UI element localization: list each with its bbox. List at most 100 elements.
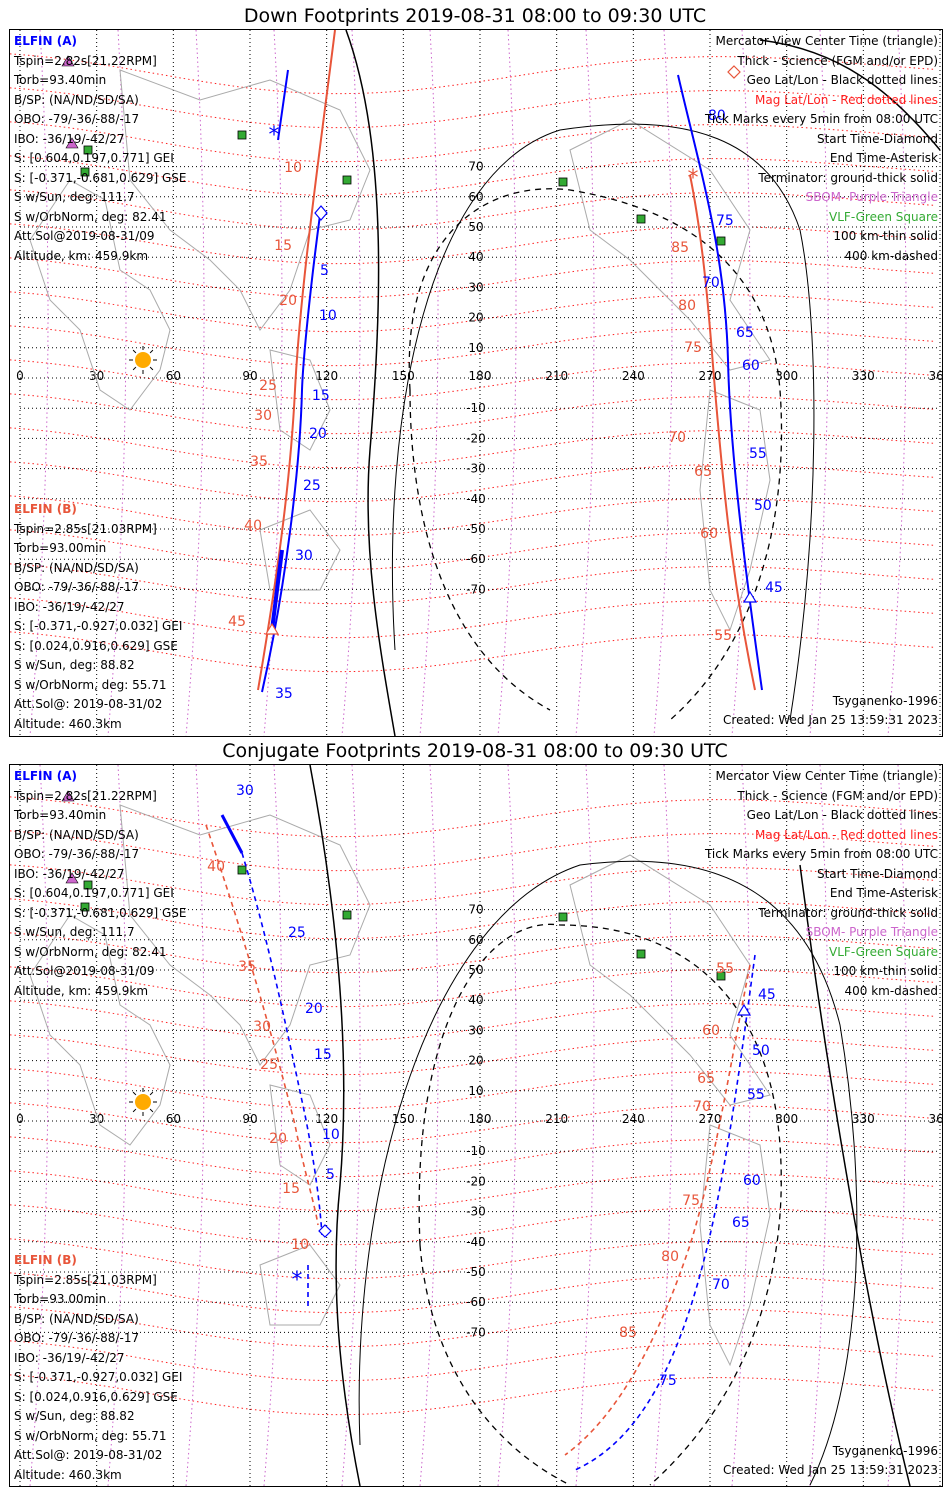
coastline xyxy=(29,179,171,411)
elfin-a-track xyxy=(277,69,289,141)
info-line: Torb=93.00min xyxy=(14,541,107,555)
altitude-100km-line xyxy=(358,860,858,1486)
elfin-b-tick-label: 35 xyxy=(250,454,268,470)
elfin-b-tick-label: 80 xyxy=(678,298,696,314)
legend-entry: 100 km-thin solid xyxy=(833,229,938,243)
info-line: S w/Sun, deg: 111.7 xyxy=(14,925,135,939)
elfin-b-tick-label: 60 xyxy=(702,1023,720,1039)
elfin-b-tick-label: 55 xyxy=(714,628,732,644)
elfin-a-header: ELFIN (A) xyxy=(14,34,77,48)
legend-entry: VLF-Green Square xyxy=(829,209,938,224)
mag-lon-line xyxy=(497,30,517,736)
legend-entry: Tick Marks every 5min from 08:00 UTC xyxy=(704,112,938,126)
elfin-a-tick-label: 65 xyxy=(736,325,754,341)
mag-lon-line xyxy=(887,30,907,736)
vlf-station-square xyxy=(636,214,646,224)
mag-lat-line xyxy=(10,529,935,571)
coastline xyxy=(699,389,771,632)
end-asterisk-icon: * xyxy=(688,166,699,191)
elfin-a-header: ELFIN (A) xyxy=(14,769,77,783)
elfin-a-tick-label: 35 xyxy=(275,686,293,702)
elfin-b-tick-label: 65 xyxy=(697,1071,715,1087)
lat-tick-label: 40 xyxy=(468,250,483,264)
mag-lat-line xyxy=(10,898,935,940)
info-line: Torb=93.40min xyxy=(14,808,107,822)
elfin-a-science-segment xyxy=(270,549,284,631)
start-diamond-icon xyxy=(727,65,741,79)
lon-tick-label: 150 xyxy=(392,369,415,383)
elfin-a-tick-label: 45 xyxy=(758,987,776,1003)
elfin-a-tick-label: 25 xyxy=(303,478,321,494)
elfin-a-tick-label: 5 xyxy=(320,263,329,279)
vlf-station-square xyxy=(342,175,352,185)
legend-entry: Geo Lat/Lon - Black dotted lines xyxy=(746,73,938,87)
info-line: Torb=93.40min xyxy=(14,73,107,87)
mag-lat-line xyxy=(10,563,935,605)
elfin-b-track xyxy=(564,964,751,1456)
mag-lat-line xyxy=(10,1170,935,1212)
elfin-b-tick-label: 60 xyxy=(700,526,718,542)
legend-entry: VLF-Green Square xyxy=(829,944,938,959)
elfin-b-tick-label: 70 xyxy=(693,1099,711,1115)
lat-tick-label: -40 xyxy=(466,1235,486,1249)
info-line: Att.Sol@2019-08-31/09 xyxy=(14,964,155,978)
map-panel-down: 0 30 60 90 120 150 180 210 240 270 300 330 360 70 60 50… xyxy=(9,29,943,737)
elfin-b-track xyxy=(689,174,756,691)
elfin-b-tick-label: 85 xyxy=(619,1325,637,1341)
lon-tick-label: 270 xyxy=(699,369,722,383)
legend-entry: End Time-Asterisk xyxy=(829,151,938,165)
elfin-a-tick-label: 20 xyxy=(305,1001,323,1017)
model-label: Tsyganenko-1996 xyxy=(832,1444,938,1458)
elfin-b-tick-label: 70 xyxy=(668,430,686,446)
mag-lat-line xyxy=(10,597,935,639)
mag-lon-line xyxy=(575,30,595,736)
elfin-b-tick-label: 75 xyxy=(682,1193,700,1209)
vlf-station-square xyxy=(716,971,726,981)
mag-lat-line xyxy=(10,1340,935,1382)
lat-tick-label: 20 xyxy=(468,311,483,325)
lat-tick-label: 40 xyxy=(468,993,483,1007)
lat-tick-label: 70 xyxy=(468,160,483,174)
lat-tick-label: 10 xyxy=(468,341,483,355)
coastline xyxy=(569,854,771,1106)
info-line: Att.Sol@2019-08-31/09 xyxy=(14,229,155,243)
legend-entry: Mag Lat/Lon - Red dotted lines xyxy=(754,827,938,842)
lon-tick-label: 90 xyxy=(242,1112,257,1126)
vlf-station-square xyxy=(237,130,247,140)
mag-lat-line xyxy=(10,830,935,872)
coastline xyxy=(269,1084,331,1186)
mag-lat-line xyxy=(10,932,935,974)
view-center-triangle-icon xyxy=(742,590,758,603)
legend-entry: SBOM- Purple Triangle xyxy=(805,190,938,204)
elfin-b-tick-label: 75 xyxy=(684,340,702,356)
elfin-b-tick-label: 35 xyxy=(238,959,256,975)
lat-tick-label: -30 xyxy=(466,462,486,476)
elfin-b-tick-label: 80 xyxy=(661,1249,679,1265)
mag-lon-line xyxy=(419,765,439,1486)
lat-tick-label: 20 xyxy=(468,1054,483,1068)
legend-entry: 400 km-dashed xyxy=(844,983,938,998)
elfin-a-tick-label: 20 xyxy=(309,426,327,442)
info-line: Tspin=2.85s[21.03RPM] xyxy=(14,521,157,536)
map-canvas-down: 0 30 60 90 120 150 180 210 240 270 300 330 360 70 60 50… xyxy=(10,30,942,736)
mag-lon-line xyxy=(185,30,205,736)
info-line: S w/OrbNorm, deg: 55.71 xyxy=(14,677,167,692)
info-line: IBO: -36/19/-42/27 xyxy=(14,866,125,881)
info-line: S w/OrbNorm, deg: 55.71 xyxy=(14,1428,167,1443)
lon-tick-label: 180 xyxy=(469,1112,492,1126)
map-legend: Mercator View Center Time (triangle) Thic… xyxy=(705,767,938,1001)
legend-entry: Mercator View Center Time (triangle) xyxy=(715,769,938,783)
elfin-b-header: ELFIN (B) xyxy=(14,502,77,516)
coastline xyxy=(119,69,371,331)
lon-tick-label: 330 xyxy=(852,369,875,383)
lon-tick-label: 210 xyxy=(545,369,568,383)
mag-lat-line xyxy=(10,1068,935,1110)
map-panel-conjugate: 0306090120150180210240270300330360706050… xyxy=(9,764,943,1487)
legend-entry: Terminator: ground-thick solid xyxy=(758,170,938,185)
mag-lon-line xyxy=(107,30,127,736)
sbom-triangle-icon xyxy=(65,872,79,884)
elfin-b-tick-label: 15 xyxy=(274,238,292,254)
legend-entry: Thick - Science (FGM and/or EPD) xyxy=(737,53,938,68)
elfin-b-header: ELFIN (B) xyxy=(14,1253,77,1267)
mag-lon-line xyxy=(341,765,361,1486)
